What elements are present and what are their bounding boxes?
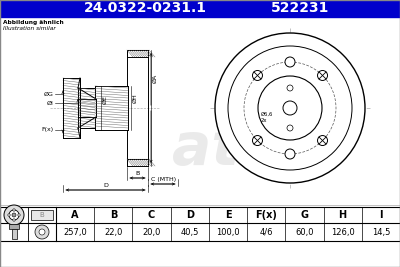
Circle shape — [285, 57, 295, 67]
Text: 14,5: 14,5 — [372, 227, 390, 237]
Text: 522231: 522231 — [271, 2, 329, 15]
Circle shape — [285, 149, 295, 159]
Circle shape — [258, 76, 322, 140]
Text: B: B — [40, 212, 44, 218]
Text: 126,0: 126,0 — [331, 227, 354, 237]
Bar — [78, 99, 96, 117]
Text: 257,0: 257,0 — [63, 227, 87, 237]
Circle shape — [4, 205, 24, 225]
Text: ØE: ØE — [103, 96, 108, 104]
Text: H: H — [339, 210, 347, 220]
Bar — [127, 50, 148, 57]
Text: D: D — [103, 183, 108, 188]
Text: C (MTH): C (MTH) — [151, 177, 176, 182]
Circle shape — [318, 136, 328, 146]
Bar — [0, 0, 400, 17]
Bar — [9, 224, 19, 229]
Text: 20,0: 20,0 — [142, 227, 161, 237]
Circle shape — [215, 33, 365, 183]
Text: 24.0322-0231.1: 24.0322-0231.1 — [84, 2, 206, 15]
Text: 60,0: 60,0 — [295, 227, 314, 237]
Bar — [0, 207, 400, 241]
Circle shape — [9, 210, 19, 220]
Text: A: A — [71, 210, 79, 220]
Text: F(x): F(x) — [255, 210, 277, 220]
Circle shape — [283, 101, 297, 115]
Text: 22,0: 22,0 — [104, 227, 122, 237]
Text: I: I — [379, 210, 383, 220]
Text: ØH: ØH — [133, 93, 138, 103]
Text: F(x): F(x) — [42, 128, 54, 132]
Text: 100,0: 100,0 — [216, 227, 240, 237]
Circle shape — [228, 46, 352, 170]
Text: ate: ate — [172, 120, 278, 176]
Circle shape — [8, 214, 10, 216]
Circle shape — [252, 70, 262, 80]
Bar — [95, 86, 128, 130]
Text: G: G — [300, 210, 308, 220]
Text: 4/6: 4/6 — [260, 227, 273, 237]
Bar — [127, 159, 148, 166]
Circle shape — [18, 214, 20, 216]
Circle shape — [12, 213, 16, 217]
Bar — [0, 17, 400, 205]
Text: B: B — [110, 210, 117, 220]
Circle shape — [318, 70, 328, 80]
Text: Abbildung ähnlich: Abbildung ähnlich — [3, 20, 64, 25]
Circle shape — [39, 229, 45, 235]
Circle shape — [287, 125, 293, 131]
Text: ØI: ØI — [47, 100, 54, 105]
Text: C: C — [148, 210, 155, 220]
Circle shape — [13, 219, 15, 221]
Text: ØG: ØG — [44, 92, 54, 96]
Circle shape — [13, 209, 15, 211]
Circle shape — [287, 85, 293, 91]
Bar — [63, 78, 80, 138]
Text: D: D — [186, 210, 194, 220]
Text: B: B — [135, 171, 140, 176]
Text: E: E — [225, 210, 231, 220]
Text: ØA: ØA — [153, 73, 158, 83]
Text: 2x: 2x — [261, 118, 268, 123]
Bar — [12, 229, 16, 239]
Circle shape — [252, 136, 262, 146]
Circle shape — [35, 225, 49, 239]
Text: 40,5: 40,5 — [180, 227, 199, 237]
Text: Ø6,6: Ø6,6 — [261, 112, 273, 117]
Bar — [31, 210, 53, 220]
Text: Illustration similar: Illustration similar — [3, 26, 56, 31]
Bar — [78, 88, 95, 128]
